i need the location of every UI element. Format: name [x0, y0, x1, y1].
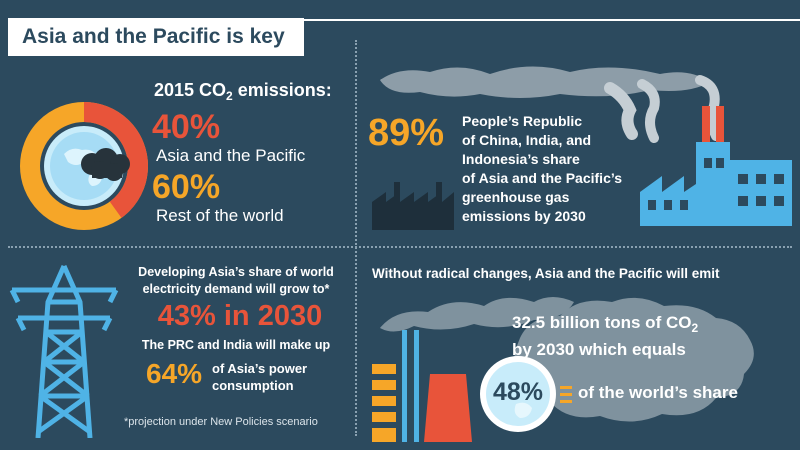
electricity-line-1: Developing Asia’s share of world [138, 265, 334, 279]
future-percent: 48% [492, 378, 544, 406]
emissions-heading-post: emissions: [232, 80, 332, 100]
power-tower-icon [9, 264, 119, 438]
share-dashes [560, 386, 572, 403]
electricity-sub: The PRC and India will make up [141, 338, 331, 352]
china-percent: 89% [368, 112, 445, 154]
page-title: Asia and the Pacific is key [8, 18, 304, 56]
china-line-2: of China, India, and [462, 132, 592, 148]
asia-label: Asia and the Pacific [156, 146, 306, 165]
china-line-5: greenhouse gas [462, 189, 570, 205]
smoke-cloud-icon [380, 66, 721, 143]
future-amount-line-2: by 2030 which equals [512, 340, 686, 359]
footnote: *projection under New Policies scenario [124, 416, 318, 428]
future-amount-pre: 32.5 billion tons of CO [512, 313, 692, 332]
emissions-heading-pre: 2015 CO [154, 80, 227, 100]
asia-percent: 40% [152, 108, 221, 146]
divider-horizontal [8, 246, 792, 248]
cloud-icon [380, 297, 754, 422]
rest-label: Rest of the world [156, 206, 284, 225]
future-headline: Without radical changes, Asia and the Pa… [372, 266, 720, 281]
small-factory-icon [372, 182, 454, 230]
smokestack-icon [372, 330, 472, 442]
donut-globe-icon [20, 102, 148, 230]
china-line-3: Indonesia’s share [462, 151, 580, 167]
emissions-heading-sub: 2 [226, 89, 233, 103]
china-share-text: People’s Republic of China, India, and I… [462, 112, 622, 226]
header-rule [300, 19, 800, 21]
electricity-percent: 64% [146, 358, 203, 389]
rest-percent: 60% [152, 168, 221, 206]
share-label: of the world’s share [578, 383, 738, 402]
electricity-line-2: electricity demand will grow to* [142, 282, 330, 296]
factory-icon [640, 106, 792, 226]
future-amount: 32.5 billion tons of CO2 by 2030 which e… [512, 312, 698, 360]
future-amount-line-1: 32.5 billion tons of CO2 [512, 312, 698, 339]
electricity-tail-1: of Asia’s power [212, 361, 308, 376]
china-line-4: of Asia and the Pacific’s [462, 170, 623, 186]
china-line-1: People’s Republic [462, 113, 583, 129]
divider-vertical [355, 40, 357, 436]
globe-icon [480, 356, 556, 432]
china-line-6: emissions by 2030 [462, 208, 586, 224]
electricity-intro: Developing Asia’s share of world electri… [124, 264, 348, 298]
electricity-big: 43% in 2030 [157, 300, 323, 332]
electricity-tail: of Asia’s power consumption [212, 360, 307, 394]
electricity-tail-2: consumption [212, 378, 294, 393]
emissions-heading: 2015 CO2 emissions: [154, 80, 332, 103]
future-amount-sub: 2 [691, 321, 699, 335]
